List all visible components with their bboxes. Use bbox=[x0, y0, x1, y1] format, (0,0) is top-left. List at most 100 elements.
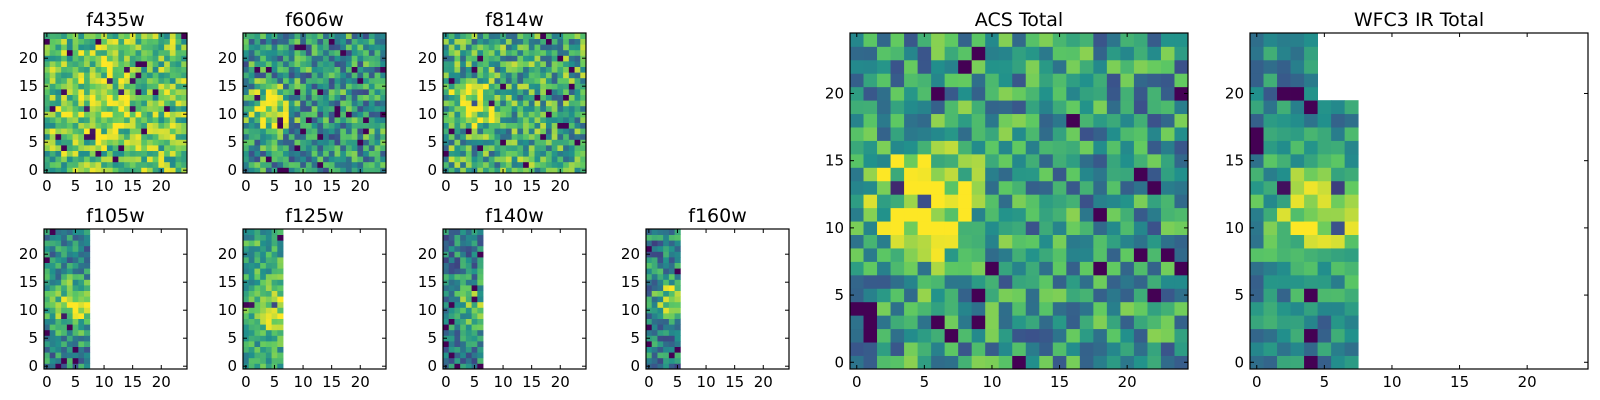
heatmap-cell bbox=[61, 318, 68, 325]
heatmap-cell bbox=[663, 257, 670, 263]
heatmap-cell bbox=[106, 128, 114, 135]
heatmap-cell bbox=[124, 44, 131, 51]
heatmap-cell bbox=[323, 33, 330, 39]
heatmap-cell bbox=[511, 44, 518, 51]
heatmap-cell bbox=[152, 38, 159, 45]
heatmap-cell bbox=[1039, 140, 1054, 155]
heatmap-cell bbox=[443, 128, 450, 135]
heatmap-cell bbox=[454, 290, 461, 297]
heatmap-cell bbox=[334, 77, 341, 84]
heatmap-cell bbox=[1250, 207, 1264, 222]
heatmap-cell bbox=[260, 245, 267, 252]
heatmap-cell bbox=[265, 290, 272, 297]
heatmap-cell bbox=[917, 288, 932, 303]
heatmap-cell bbox=[169, 167, 176, 174]
heatmap-cell bbox=[1120, 194, 1135, 209]
heatmap-cell bbox=[260, 307, 267, 314]
heatmap-cell bbox=[443, 285, 450, 291]
heatmap-cell bbox=[500, 89, 507, 95]
heatmap-cell bbox=[84, 61, 91, 67]
heatmap-cell bbox=[563, 128, 570, 135]
heatmap-cell bbox=[443, 313, 450, 319]
heatmap-cell bbox=[89, 33, 96, 39]
heatmap-cell bbox=[580, 49, 587, 56]
heatmap-cell bbox=[877, 153, 891, 168]
heatmap-cell bbox=[305, 117, 313, 123]
heatmap-cell bbox=[106, 44, 114, 51]
heatmap-cell bbox=[1093, 33, 1108, 47]
heatmap-cell bbox=[651, 296, 658, 303]
heatmap-cell bbox=[454, 156, 461, 163]
heatmap-cell bbox=[657, 245, 664, 252]
heatmap-cell bbox=[44, 324, 51, 331]
heatmap-cell bbox=[574, 145, 581, 151]
heatmap-cell bbox=[668, 234, 675, 241]
heatmap-cell bbox=[368, 161, 375, 168]
heatmap-cell bbox=[540, 111, 547, 118]
heatmap-cell bbox=[305, 156, 313, 163]
heatmap-cell bbox=[95, 72, 102, 79]
heatmap-cell bbox=[477, 55, 484, 62]
heatmap-cell bbox=[129, 77, 136, 84]
heatmap-cell bbox=[141, 89, 148, 95]
heatmap-cell bbox=[917, 127, 932, 141]
heatmap-cell bbox=[494, 156, 501, 163]
heatmap-cell bbox=[465, 150, 472, 157]
heatmap-cell bbox=[1174, 274, 1189, 289]
heatmap-cell bbox=[557, 111, 564, 118]
heatmap-cell bbox=[340, 89, 347, 95]
heatmap-cell bbox=[540, 89, 547, 95]
heatmap-cell bbox=[84, 128, 91, 135]
heatmap-cell bbox=[334, 61, 341, 67]
heatmap-cell bbox=[66, 329, 73, 336]
heatmap-cell bbox=[998, 234, 1013, 249]
heatmap-cell bbox=[351, 139, 358, 146]
heatmap-cell bbox=[674, 335, 681, 342]
heatmap-cell bbox=[944, 153, 959, 168]
heatmap-cell bbox=[460, 133, 467, 140]
heatmap-cell bbox=[1120, 355, 1135, 370]
heatmap-cell bbox=[1331, 113, 1346, 128]
heatmap-cell bbox=[277, 285, 284, 291]
heatmap-cell bbox=[563, 105, 570, 112]
heatmap-cell bbox=[528, 117, 535, 123]
heatmap-cell bbox=[368, 44, 375, 51]
heatmap-cell bbox=[101, 83, 108, 90]
heatmap-cell bbox=[1106, 113, 1121, 128]
heatmap-cell bbox=[317, 33, 324, 39]
heatmap-cell bbox=[95, 38, 102, 45]
heatmap-cell bbox=[265, 156, 272, 163]
heatmap-cell bbox=[135, 133, 142, 140]
heatmap-cell bbox=[863, 234, 878, 249]
heatmap-cell bbox=[248, 150, 255, 157]
heatmap-cell bbox=[334, 156, 341, 163]
heatmap-cell bbox=[243, 285, 250, 291]
heatmap-cell bbox=[483, 66, 490, 73]
heatmap-cell bbox=[1277, 180, 1291, 195]
heatmap-cell bbox=[477, 307, 484, 314]
heatmap-cell bbox=[1066, 315, 1081, 330]
heatmap-cell bbox=[1263, 288, 1278, 303]
heatmap-cell bbox=[248, 100, 255, 107]
heatmap-cell bbox=[271, 38, 278, 45]
heatmap-cell bbox=[1160, 167, 1175, 182]
heatmap-cell bbox=[1277, 33, 1291, 47]
heatmap-cell bbox=[465, 229, 472, 235]
heatmap-cell bbox=[260, 83, 267, 90]
heatmap-cell bbox=[877, 167, 891, 182]
heatmap-cell bbox=[1133, 127, 1148, 141]
heatmap-cell bbox=[49, 44, 56, 51]
heatmap-cell bbox=[863, 100, 878, 115]
heatmap-cell bbox=[465, 240, 472, 247]
heatmap-cell bbox=[568, 122, 575, 129]
heatmap-cell bbox=[1290, 100, 1305, 115]
heatmap-cell bbox=[254, 150, 261, 157]
heatmap-cell bbox=[985, 248, 1000, 262]
heatmap-cell bbox=[534, 133, 541, 140]
heatmap-cell bbox=[265, 61, 272, 67]
heatmap-cell bbox=[540, 145, 547, 151]
heatmap-cell bbox=[124, 117, 131, 123]
heatmap-cell bbox=[271, 89, 278, 95]
heatmap-cell bbox=[488, 44, 495, 51]
heatmap-cell bbox=[265, 324, 272, 331]
